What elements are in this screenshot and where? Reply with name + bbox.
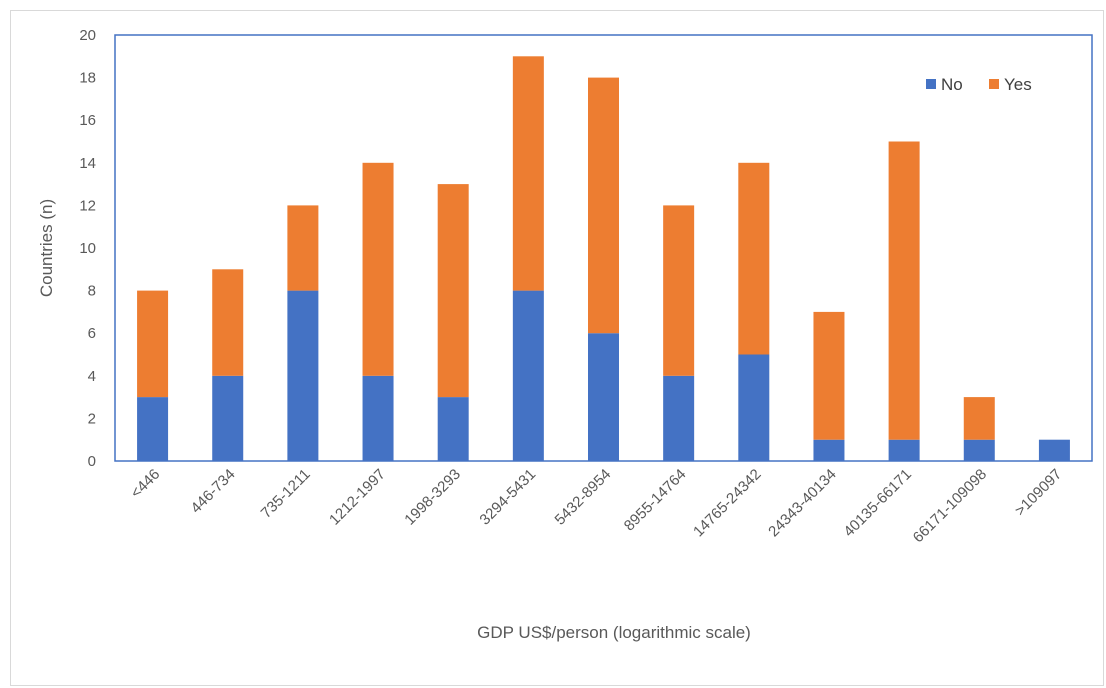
bar-yes-0 [137,290,169,398]
legend-swatch-no [926,79,936,89]
y-tick-label: 4 [88,368,96,385]
bar-no-0 [137,397,169,461]
y-tick-label: 14 [79,155,96,172]
y-tick-label: 12 [79,197,96,214]
y-axis-ticks: 0 2 4 6 8 10 12 14 16 18 20 [79,27,96,470]
y-tick-label: 20 [79,27,96,44]
bar-no-11 [963,439,995,461]
y-tick-label: 10 [79,240,96,257]
y-tick-label: 0 [88,453,96,470]
bar-no-12 [1038,439,1070,461]
bar-no-4 [437,397,469,461]
bar-no-5 [512,290,544,461]
x-tick-label: 14765-24342 [690,466,765,541]
legend: No Yes [926,75,1032,94]
y-axis-title: Countries (n) [37,199,56,297]
bar-no-1 [212,375,244,461]
x-tick-label: 40135-66171 [840,466,915,541]
chart-frame [10,10,1104,686]
legend-swatch-yes [989,79,999,89]
bar-yes-11 [963,397,995,440]
bar-no-2 [287,290,319,461]
x-tick-label: 5432-8954 [552,466,615,529]
x-tick-label: 24343-40134 [765,466,840,541]
x-tick-label: 735-1211 [258,466,314,522]
bar-yes-5 [512,56,544,291]
x-tick-label: 1998-3293 [401,466,464,529]
x-tick-label: 66171-109098 [910,466,990,546]
bar-yes-1 [212,269,244,376]
y-tick-label: 2 [88,410,96,427]
bar-yes-9 [813,311,845,440]
bars [137,56,1070,461]
x-axis-ticks: <446 446-734 735-1211 1212-1997 1998-3293 329… [127,466,1065,546]
bar-no-6 [588,333,619,461]
y-tick-label: 18 [79,70,96,87]
bar-no-8 [738,354,770,461]
bar-yes-2 [287,205,319,291]
x-tick-label: <446 [127,466,163,502]
x-tick-label: 3294-5431 [476,466,539,529]
bar-yes-3 [362,162,394,376]
bar-yes-10 [888,141,920,440]
x-tick-label: >109097 [1012,466,1066,520]
bar-no-7 [663,375,695,461]
x-tick-label: 446-734 [188,466,239,517]
bar-no-9 [813,439,845,461]
legend-label-yes: Yes [1004,75,1032,94]
y-tick-label: 16 [79,112,96,129]
y-tick-label: 8 [88,283,96,300]
bar-yes-7 [663,205,695,376]
x-axis-title: GDP US$/person (logarithmic scale) [477,623,751,642]
bar-yes-8 [738,162,770,355]
x-tick-label: 1212-1997 [326,466,389,529]
bar-yes-6 [588,77,619,334]
bar-no-3 [362,375,394,461]
bar-no-10 [888,439,920,461]
x-tick-label: 8955-14764 [621,466,690,535]
y-tick-label: 6 [88,325,96,342]
legend-label-no: No [941,75,963,94]
bar-yes-4 [437,184,469,398]
